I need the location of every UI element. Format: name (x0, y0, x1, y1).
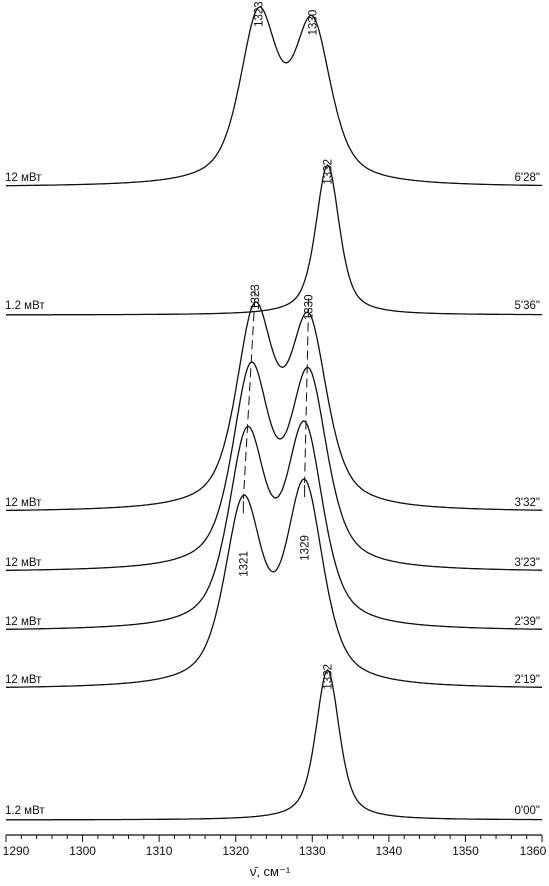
power-label: 12 мВт (5, 172, 42, 184)
peak-shift-dashed-line (242, 298, 256, 500)
time-label: 0'00" (515, 805, 540, 817)
peak-label: 1332 (323, 664, 335, 690)
peak-label: 1330 (303, 295, 315, 321)
spectrum-side-labels: 1.2 мВт 0'00" 12 мВт 2'19" 12 мВт 2'39" 12 мВт… (5, 172, 540, 817)
power-label: 12 мВт (5, 497, 42, 509)
spectrum-curve (6, 164, 542, 316)
power-label: 1.2 мВт (5, 805, 45, 817)
peak-label: 1323 (250, 284, 262, 310)
peak-label: 1323 (254, 1, 266, 27)
peak-shift-dashed-line (304, 308, 309, 484)
power-label: 12 мВт (5, 674, 42, 686)
peak-label: 1330 (307, 10, 319, 36)
x-axis-title: ν̄, см⁻¹ (250, 864, 291, 879)
x-tick-label: 1310 (146, 844, 173, 858)
x-tick-label: 1290 (3, 844, 30, 858)
spectrum-curve (6, 301, 542, 512)
peak-label: 1329 (300, 535, 312, 561)
power-label: 1.2 мВт (5, 300, 45, 312)
x-tick-label: 1300 (69, 844, 96, 858)
power-label: 12 мВт (5, 557, 42, 569)
peak-label: 1321 (238, 551, 250, 577)
x-axis: 1290 1300 1310 1320 1330 1340 1350 1360 (3, 834, 547, 858)
time-label: 5'36" (515, 300, 540, 312)
x-tick-label: 1330 (299, 844, 326, 858)
x-tick-label: 1350 (452, 844, 479, 858)
time-label: 2'39" (515, 616, 540, 628)
spectrum-curve (6, 361, 542, 571)
spectrum-curve (6, 478, 542, 688)
time-label: 3'32" (515, 497, 540, 509)
power-label: 12 мВт (5, 616, 42, 628)
x-tick-label: 1320 (222, 844, 249, 858)
spectrum-curve (6, 669, 542, 821)
spectrum-curve (6, 6, 542, 187)
time-label: 6'28" (515, 172, 540, 184)
spectra-curves (6, 6, 542, 821)
x-tick-label: 1340 (376, 844, 403, 858)
peak-label: 1332 (323, 159, 335, 185)
spectrum-curve (6, 420, 542, 630)
x-tick-label: 1360 (520, 844, 547, 858)
time-label: 2'19" (515, 674, 540, 686)
peak-annotations: 1332 1332 1323 1330 1323 1321 1330 1329 (238, 1, 334, 689)
time-label: 3'23" (515, 557, 540, 569)
